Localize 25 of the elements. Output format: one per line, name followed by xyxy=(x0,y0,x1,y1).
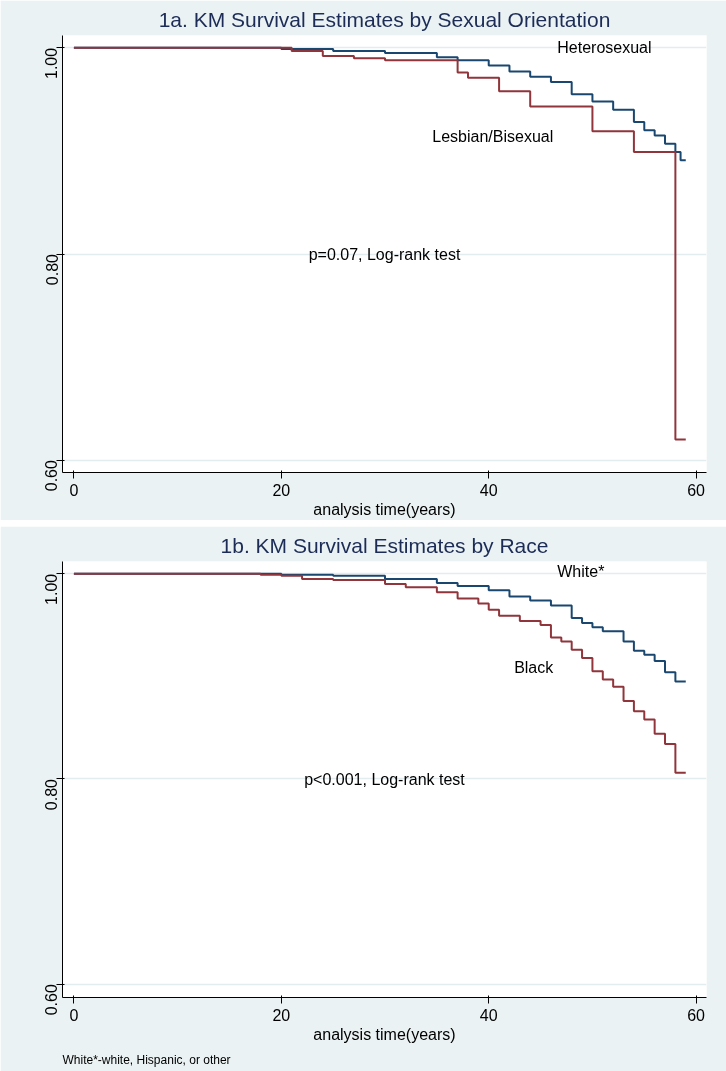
x-axis-title: analysis time(years) xyxy=(313,500,456,518)
chart-title: 1a. KM Survival Estimates by Sexual Orientation xyxy=(158,7,611,31)
chart-title: 1b. KM Survival Estimates by Race xyxy=(220,533,549,557)
x-tick-label: 0 xyxy=(69,481,79,499)
x-tick-label: 40 xyxy=(479,481,498,499)
text: White*-white, Hispanic, or other xyxy=(62,1052,231,1067)
series-label: Heterosexual xyxy=(557,39,652,57)
x-tick-label: 60 xyxy=(687,481,706,499)
x-tick-label: 20 xyxy=(272,1006,291,1024)
x-tick-label: 20 xyxy=(272,481,291,499)
series-label: Lesbian/Bisexual xyxy=(432,128,554,146)
x-tick-label: 0 xyxy=(69,1006,79,1024)
series-label: White* xyxy=(557,563,605,581)
x-axis-title: analysis time(years) xyxy=(313,1025,456,1043)
y-tick-label: 1.00 xyxy=(43,573,61,605)
y-tick-label: 1.00 xyxy=(43,47,61,80)
y-tick-label: 0.60 xyxy=(43,460,61,492)
x-tick-label: 60 xyxy=(687,1006,706,1024)
x-tick-label: 40 xyxy=(479,1006,498,1024)
annotation: p<0.001, Log-rank test xyxy=(304,771,466,788)
y-tick-label: 0.80 xyxy=(43,253,61,286)
series-label: Black xyxy=(514,658,555,676)
y-tick-label: 0.80 xyxy=(43,778,61,811)
annotation: p=0.07, Log-rank test xyxy=(308,245,461,263)
y-tick-label: 0.60 xyxy=(43,984,61,1016)
